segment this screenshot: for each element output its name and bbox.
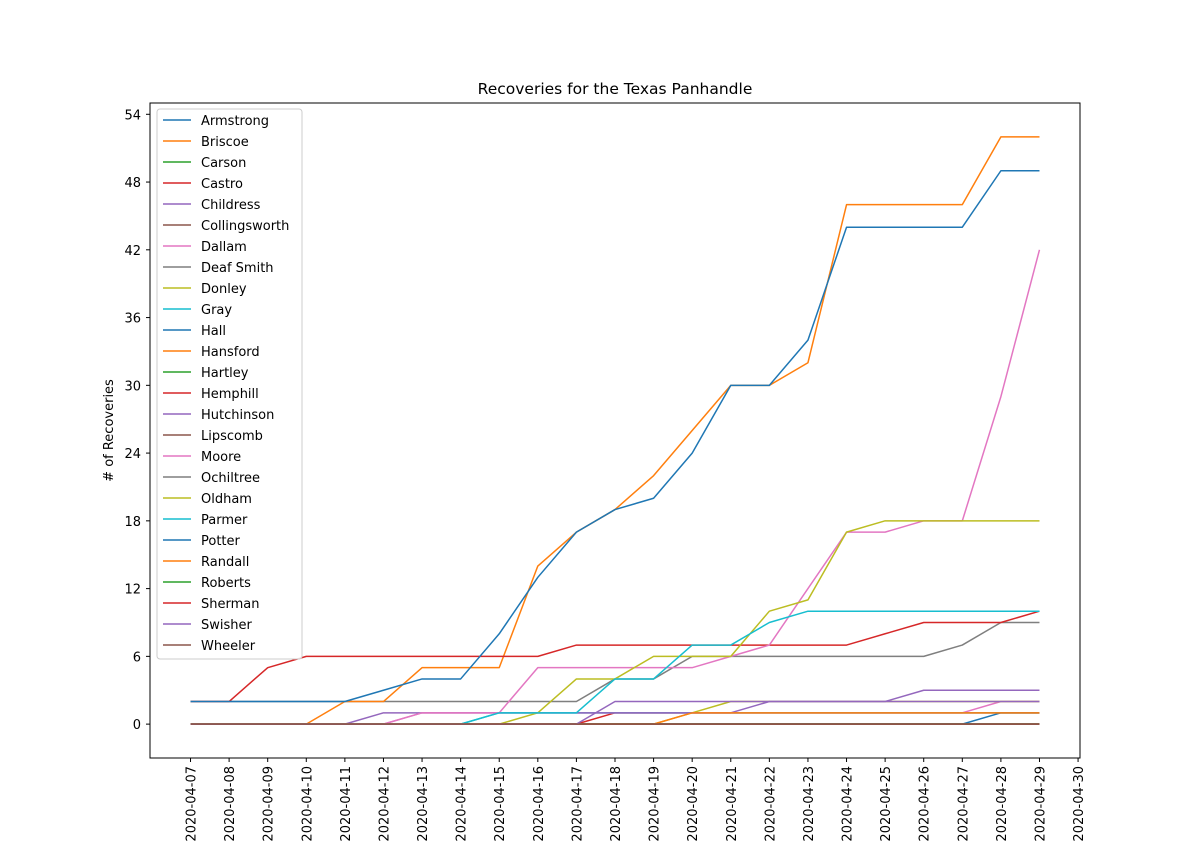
y-axis: 0 6 12 18 24 30 36 42 48 54 [124, 108, 150, 733]
legend-label-hansford: Hansford [201, 345, 260, 360]
legend-label-childress: Childress [201, 198, 261, 213]
x-tick-label: 2020-04-13 [416, 766, 431, 842]
x-tick-label: 2020-04-30 [1072, 766, 1087, 842]
x-tick-label: 2020-04-25 [879, 766, 894, 842]
y-tick-label: 36 [124, 312, 141, 327]
legend: Armstrong Briscoe Carson Castro Childress Col… [156, 108, 303, 660]
series-line-hutchinson [190, 689, 1040, 725]
y-tick-label: 48 [124, 176, 141, 191]
legend-label-potter: Potter [201, 534, 241, 549]
y-tick-label: 18 [124, 515, 141, 530]
series-line-hansford [190, 136, 1040, 725]
legend-label-sherman: Sherman [201, 597, 259, 612]
x-tick-label: 2020-04-28 [995, 766, 1010, 842]
series-line-moore [190, 249, 1041, 725]
legend-label-wheeler: Wheeler [201, 639, 256, 654]
y-tick-label: 30 [124, 379, 141, 394]
y-tick-label: 0 [133, 718, 141, 733]
y-tick-label: 42 [124, 244, 141, 259]
legend-label-ochiltree: Ochiltree [201, 471, 260, 486]
chart-title: Recoveries for the Texas Panhandle [478, 80, 753, 98]
legend-label-deaf-smith: Deaf Smith [201, 261, 274, 276]
series-line-gray [190, 712, 1040, 725]
x-tick-label: 2020-04-18 [609, 766, 624, 842]
legend-label-parmer: Parmer [201, 513, 248, 528]
x-tick-label: 2020-04-22 [763, 766, 778, 842]
legend-label-oldham: Oldham [201, 492, 252, 507]
legend-label-hutchinson: Hutchinson [201, 408, 274, 423]
x-tick-label: 2020-04-15 [493, 766, 508, 842]
legend-label-hemphill: Hemphill [201, 387, 259, 402]
x-tick-label: 2020-04-11 [339, 766, 354, 842]
series-line-deaf-smith [190, 621, 1040, 703]
x-tick-label: 2020-04-21 [725, 766, 740, 842]
x-tick-label: 2020-04-24 [841, 766, 856, 842]
series-line-castro [190, 712, 1040, 725]
x-tick-label: 2020-04-23 [802, 766, 817, 842]
x-tick-label: 2020-04-09 [262, 766, 277, 842]
x-axis: 2020-04-07 2020-04-08 2020-04-09 2020-04-10… [185, 758, 1087, 842]
legend-label-donley: Donley [201, 282, 247, 297]
legend-label-briscoe: Briscoe [201, 135, 249, 150]
x-tick-label: 2020-04-16 [532, 766, 547, 842]
x-tick-label: 2020-04-19 [648, 766, 663, 842]
x-tick-label: 2020-04-20 [686, 766, 701, 842]
y-tick-label: 6 [133, 650, 141, 665]
x-tick-label: 2020-04-26 [918, 766, 933, 842]
legend-label-armstrong: Armstrong [201, 114, 269, 129]
x-tick-label: 2020-04-29 [1033, 766, 1048, 842]
y-tick-label: 54 [124, 108, 141, 123]
legend-label-collingsworth: Collingsworth [201, 219, 289, 234]
x-tick-label: 2020-04-07 [185, 766, 200, 842]
x-tick-label: 2020-04-10 [300, 766, 315, 842]
y-tick-label: 24 [124, 447, 141, 462]
legend-box [156, 108, 303, 660]
legend-label-randall: Randall [201, 555, 249, 570]
legend-label-roberts: Roberts [201, 576, 251, 591]
series-layer [190, 136, 1041, 725]
legend-label-dallam: Dallam [201, 240, 247, 255]
series-line-hemphill [190, 610, 1040, 703]
x-tick-label: 2020-04-17 [570, 766, 585, 842]
y-tick-label: 12 [124, 583, 141, 598]
legend-label-swisher: Swisher [201, 618, 253, 633]
legend-label-castro: Castro [201, 177, 243, 192]
series-line-potter [190, 170, 1040, 703]
legend-label-hartley: Hartley [201, 366, 249, 381]
legend-label-carson: Carson [201, 156, 246, 171]
series-line-hall [190, 712, 1040, 725]
legend-label-gray: Gray [201, 303, 232, 318]
x-tick-label: 2020-04-08 [223, 766, 238, 842]
series-line-randall [190, 712, 1040, 725]
legend-label-hall: Hall [201, 324, 226, 339]
x-tick-label: 2020-04-12 [377, 766, 392, 842]
y-axis-label: # of Recoveries [102, 379, 117, 482]
x-tick-label: 2020-04-27 [956, 766, 971, 842]
x-tick-label: 2020-04-14 [455, 766, 470, 842]
legend-label-lipscomb: Lipscomb [201, 429, 263, 444]
legend-label-moore: Moore [201, 450, 241, 465]
